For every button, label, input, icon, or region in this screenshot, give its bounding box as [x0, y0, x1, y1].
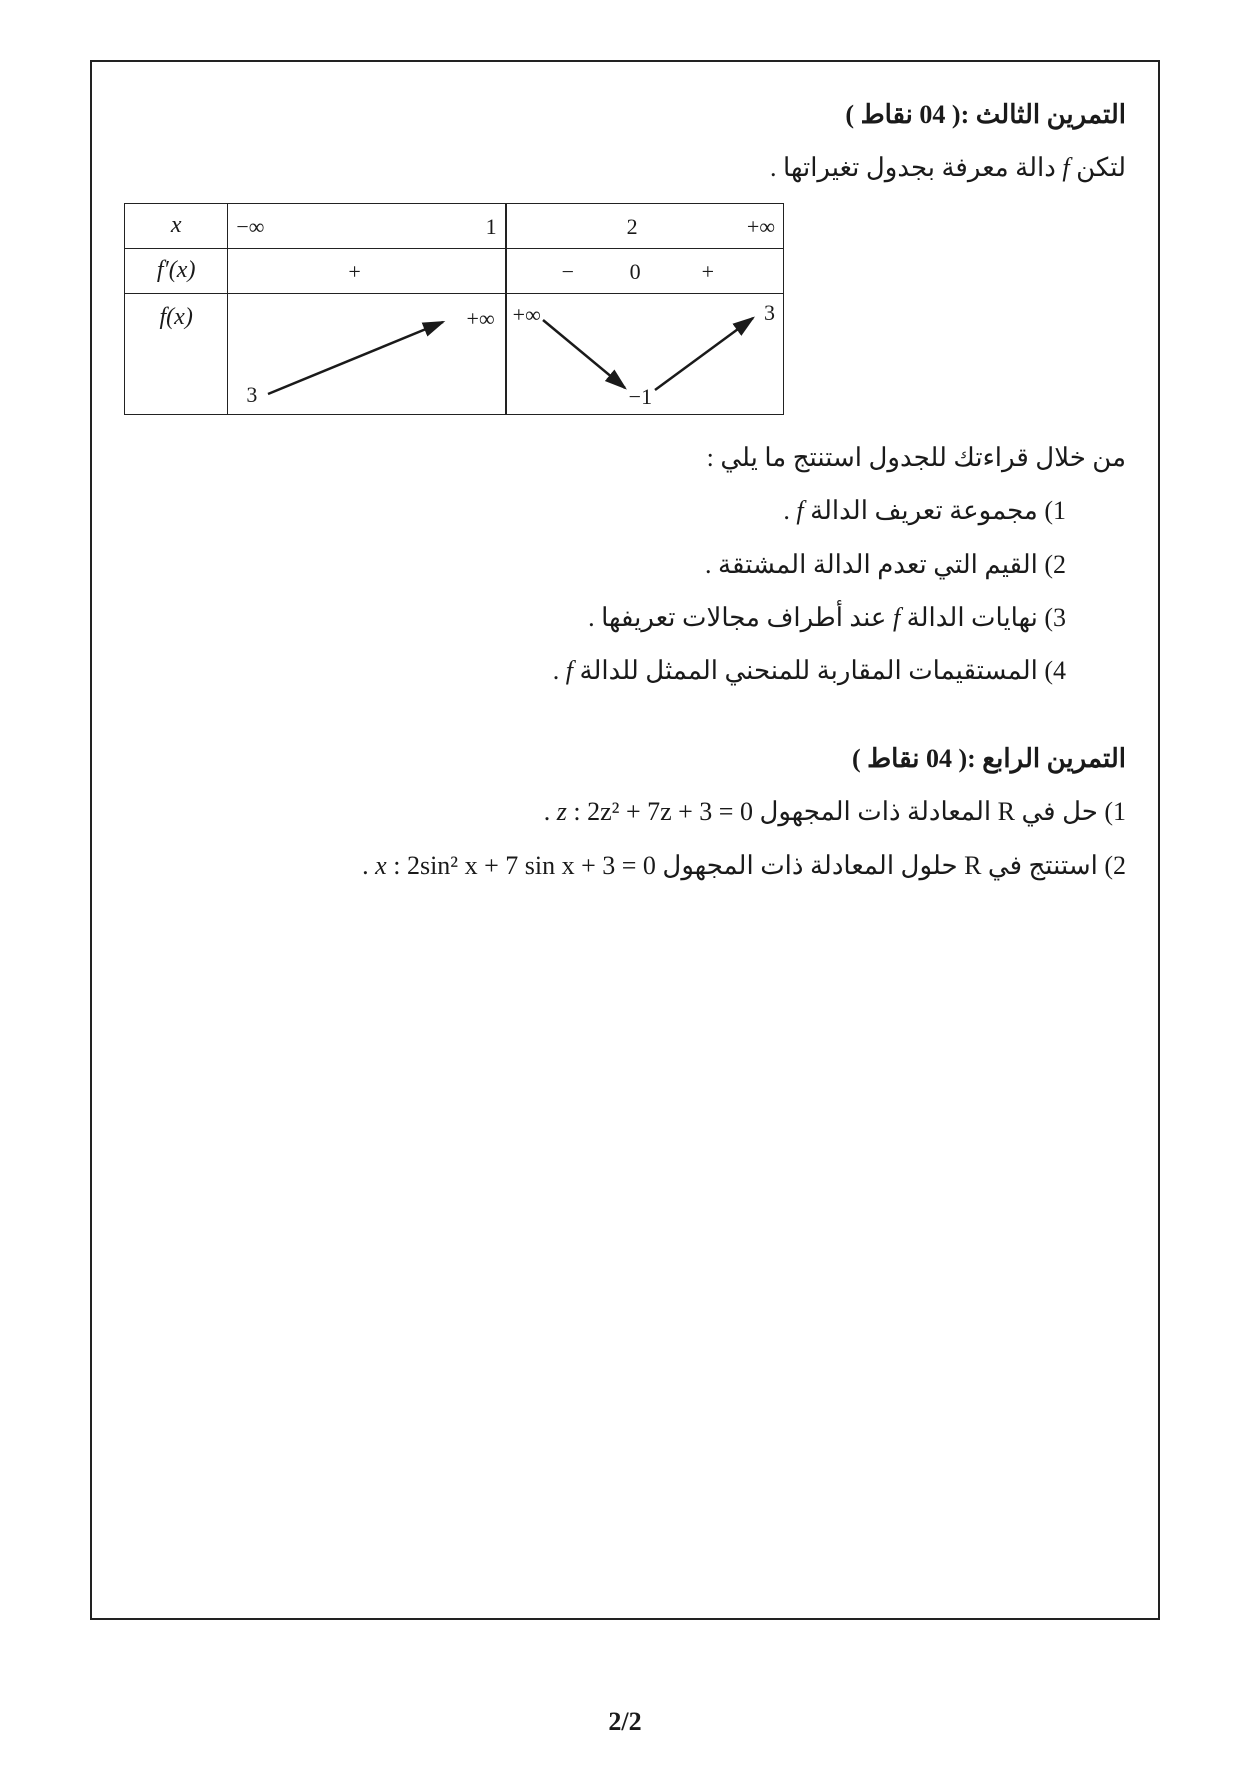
fprime-label: f′(x) — [125, 248, 228, 293]
ex4-q2-R: R — [964, 851, 981, 880]
ex3-q4-f: f — [566, 656, 573, 685]
ex4-q2-pre: 2) استنتج في — [981, 851, 1126, 880]
x-cell-right: 2 +∞ — [506, 203, 783, 248]
ex3-q4-post: . — [553, 656, 560, 685]
ex4-q1-colon: : — [567, 797, 587, 826]
ex4-q1-end: . — [544, 797, 557, 826]
table-row-x: x −∞ 1 2 +∞ — [125, 203, 784, 248]
fprime-plus2: + — [702, 261, 714, 283]
ex4-q1-var: z — [557, 797, 567, 826]
x-label: x — [125, 203, 228, 248]
ex3-title: التمرين الثالث :( 04 نقاط ) — [124, 90, 1126, 139]
ex4-q2-var: x — [375, 851, 387, 880]
x-plus-inf: +∞ — [747, 216, 775, 238]
ex3-intro-post: دالة معرفة بجدول تغيراتها . — [770, 153, 1056, 182]
ex4-q2-end: . — [362, 851, 375, 880]
spacer-1 — [124, 700, 1126, 730]
fprime-cell-left: + — [228, 248, 505, 293]
ex4-q2-colon: : — [387, 851, 407, 880]
x-cell-left: −∞ 1 — [228, 203, 505, 248]
ex3-q3: 3) نهايات الدالة f عند أطراف مجالات تعري… — [124, 593, 1126, 642]
ex3-q1: 1) مجموعة تعريف الدالة f . — [124, 486, 1126, 535]
fprime-zero: 0 — [630, 261, 641, 283]
f-label: f(x) — [125, 293, 228, 414]
ex4-q1-R: R — [998, 797, 1015, 826]
ex3-q2: 2) القيم التي تعدم الدالة المشتقة . — [124, 540, 1126, 589]
table-row-f: f(x) 3 +∞ — [125, 293, 784, 414]
fprime-cell-right: − 0 + — [506, 248, 783, 293]
ex3-q1-pre: 1) مجموعة تعريف الدالة — [804, 496, 1066, 525]
ex4-q2-eq: 2sin² x + 7 sin x + 3 = 0 — [407, 851, 656, 880]
ex4-q1-pre: 1) حل في — [1015, 797, 1126, 826]
f-cell-left: 3 +∞ — [228, 293, 505, 414]
ex3-q4-pre: 4) المستقيمات المقاربة للمنحني الممثل لل… — [573, 656, 1066, 685]
ex3-q1-post: . — [783, 496, 790, 525]
table-row-fprime: f′(x) + − 0 + — [125, 248, 784, 293]
f-cell-right: +∞ −1 3 — [506, 293, 783, 414]
ex3-after-table: من خلال قراءتك للجدول استنتج ما يلي : — [124, 433, 1126, 482]
ex4-q1: 1) حل في R المعادلة ذات المجهول z : 2z² … — [124, 787, 1126, 836]
ex3-intro-pre: لتكن — [1070, 153, 1126, 182]
arrows-right-cell — [507, 294, 777, 414]
x-two: 2 — [627, 216, 638, 238]
ex3-intro-f: f — [1062, 153, 1069, 182]
arrow-up-1 — [228, 294, 498, 414]
page-number: 2/2 — [0, 1707, 1250, 1737]
ex3-q3-post: عند أطراف مجالات تعريفها . — [588, 603, 886, 632]
x-minus-inf: −∞ — [236, 216, 264, 238]
fprime-minus: − — [562, 261, 574, 283]
ex4-q2-mid: حلول المعادلة ذات المجهول — [656, 851, 964, 880]
ex4-title: التمرين الرابع :( 04 نقاط ) — [124, 734, 1126, 783]
ex4-q1-eq: 2z² + 7z + 3 = 0 — [587, 797, 753, 826]
ex3-q1-f: f — [796, 496, 803, 525]
ex4-q2: 2) استنتج في R حلول المعادلة ذات المجهول… — [124, 841, 1126, 890]
x-one: 1 — [486, 216, 497, 238]
ex3-intro: لتكن f دالة معرفة بجدول تغيراتها . — [124, 143, 1126, 192]
ex3-q4: 4) المستقيمات المقاربة للمنحني الممثل لل… — [124, 646, 1126, 695]
content-frame: التمرين الثالث :( 04 نقاط ) لتكن f دالة … — [90, 60, 1160, 1620]
page: التمرين الثالث :( 04 نقاط ) لتكن f دالة … — [0, 0, 1250, 1767]
ex4-q1-mid: المعادلة ذات المجهول — [753, 797, 998, 826]
fprime-plus1: + — [348, 261, 360, 283]
variation-table: x −∞ 1 2 +∞ f′(x) — [124, 203, 784, 415]
ex3-q3-pre: 3) نهايات الدالة — [900, 603, 1066, 632]
